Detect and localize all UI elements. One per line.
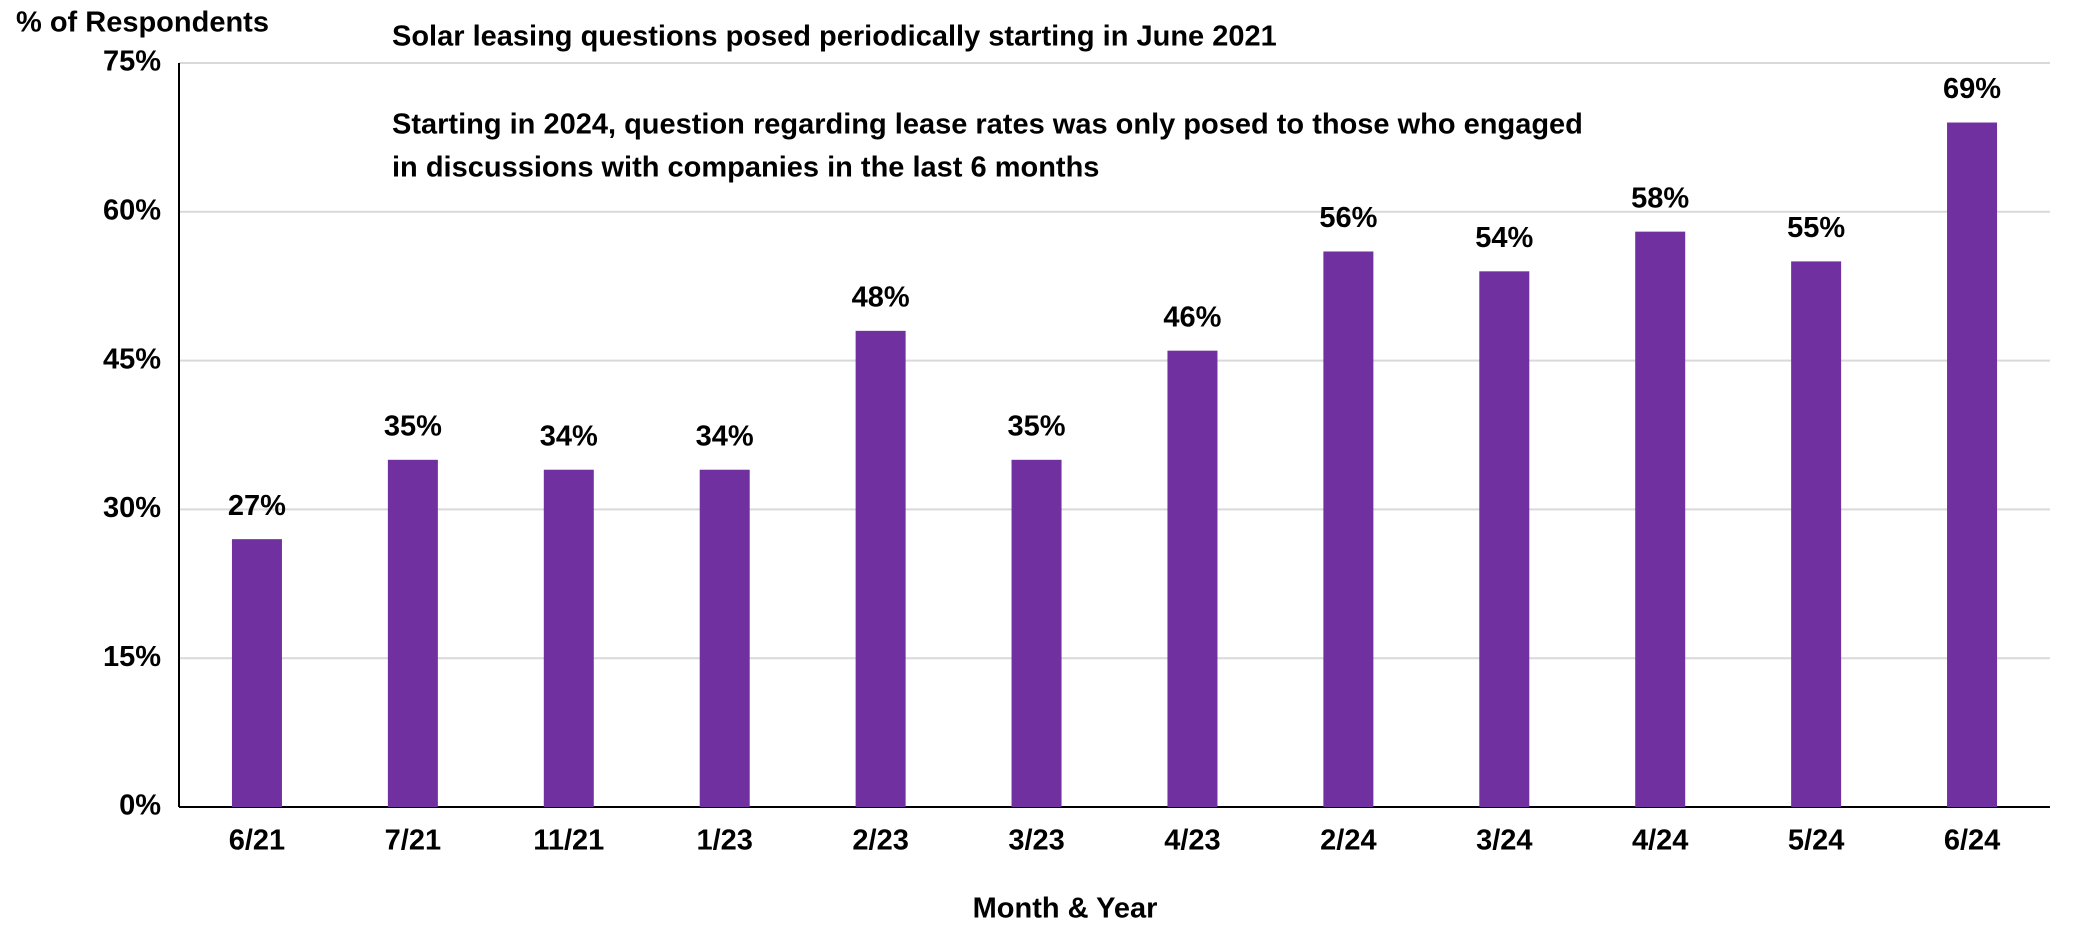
x-tick-label: 2/23 — [852, 825, 908, 857]
bar — [699, 469, 750, 807]
value-label: 27% — [228, 490, 286, 522]
y-tick-label: 30% — [103, 492, 161, 524]
x-tick-label: 5/24 — [1788, 825, 1844, 857]
bar — [1635, 231, 1686, 807]
bar — [1011, 459, 1062, 807]
annotation: Starting in 2024, question regarding lea… — [392, 109, 1583, 141]
bar — [1947, 122, 1998, 807]
y-tick-label: 60% — [103, 194, 161, 226]
value-label: 55% — [1787, 212, 1845, 244]
y-tick-label: 75% — [103, 46, 161, 78]
value-label: 35% — [1008, 410, 1066, 442]
bar — [1479, 271, 1530, 807]
y-tick-label: 15% — [103, 641, 161, 673]
value-label: 69% — [1943, 73, 2001, 105]
bar — [1323, 251, 1374, 808]
x-tick-label: 6/24 — [1944, 825, 2000, 857]
x-tick-label: 1/23 — [696, 825, 752, 857]
value-label: 56% — [1319, 202, 1377, 234]
bar — [387, 459, 438, 807]
x-tick-label: 7/21 — [385, 825, 441, 857]
y-tick-label: 45% — [103, 343, 161, 375]
x-tick-label: 3/24 — [1476, 825, 1532, 857]
x-tick-label: 3/23 — [1008, 825, 1064, 857]
x-tick-label: 2/24 — [1320, 825, 1376, 857]
value-label: 34% — [540, 420, 598, 452]
value-label: 54% — [1475, 222, 1533, 254]
annotation: Solar leasing questions posed periodical… — [392, 21, 1277, 53]
y-axis-label: % of Respondents — [16, 7, 269, 39]
x-tick-label: 4/23 — [1164, 825, 1220, 857]
x-tick-label: 4/24 — [1632, 825, 1688, 857]
bar — [1791, 261, 1842, 807]
bar — [1167, 350, 1218, 807]
value-label: 58% — [1631, 182, 1689, 214]
value-label: 46% — [1163, 301, 1221, 333]
y-tick-label: 0% — [119, 790, 161, 822]
x-tick-label: 11/21 — [533, 825, 604, 857]
x-axis-label: Month & Year — [973, 893, 1158, 925]
value-label: 35% — [384, 410, 442, 442]
bar — [543, 469, 594, 807]
bar — [855, 330, 906, 807]
value-label: 34% — [696, 420, 754, 452]
x-tick-label: 6/21 — [229, 825, 285, 857]
value-label: 48% — [852, 281, 910, 313]
bar — [231, 539, 282, 807]
annotation: in discussions with companies in the las… — [392, 152, 1099, 184]
